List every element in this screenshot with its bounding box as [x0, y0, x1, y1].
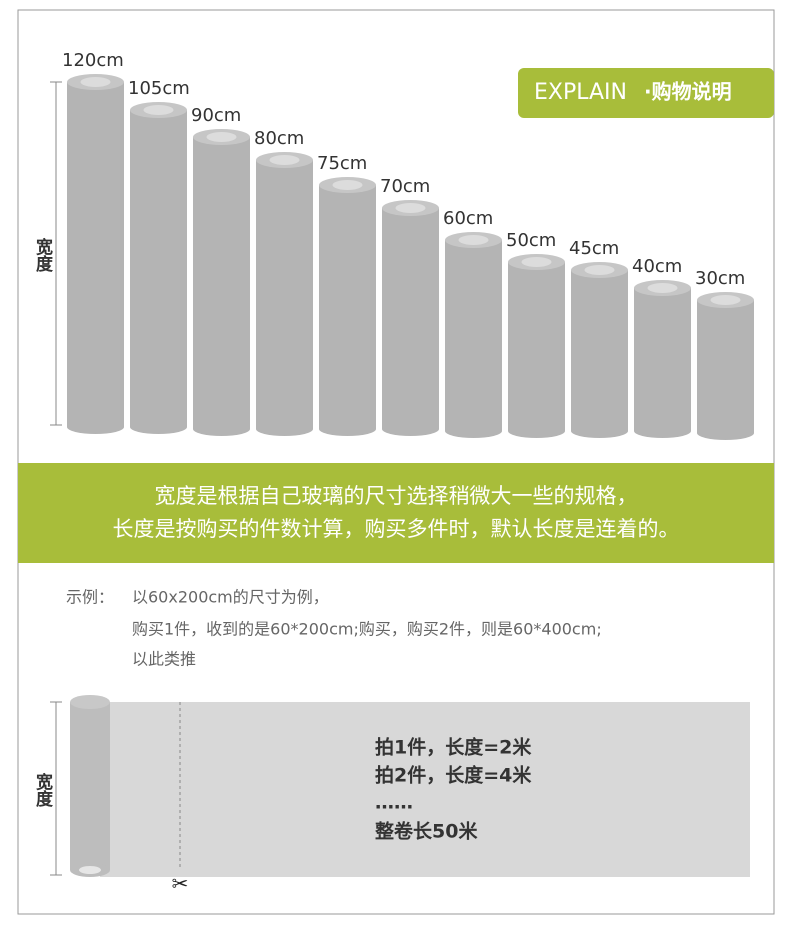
roll-label: 90cm [191, 105, 241, 126]
roll-core [206, 132, 237, 142]
badge [518, 68, 774, 118]
roll-label: 40cm [632, 256, 682, 277]
roll-core [584, 265, 615, 275]
roll-body [256, 160, 313, 429]
roll-core [458, 235, 489, 245]
sheet [100, 702, 750, 877]
roll-bottom [634, 424, 691, 438]
badge-en: EXPLAIN [534, 80, 627, 105]
roll-core [143, 105, 174, 115]
roll-bottom [256, 422, 313, 436]
roll-bottom [508, 424, 565, 438]
roll-core [332, 180, 363, 190]
roll-bottom [445, 424, 502, 438]
roll-bottom [319, 422, 376, 436]
roll-core [269, 155, 300, 165]
roll-body [697, 300, 754, 433]
example-line: 购买1件，收到的是60*200cm;购买，购买2件，则是60*400cm; [132, 620, 602, 639]
roll-bottom [67, 420, 124, 434]
roll-label: 120cm [62, 50, 124, 71]
diagram-line: 整卷长50米 [375, 820, 478, 843]
roll-label: 60cm [443, 208, 493, 229]
roll-core [710, 295, 741, 305]
roll-bottom [697, 426, 754, 440]
roll-label: 45cm [569, 238, 619, 259]
roll-bottom [571, 424, 628, 438]
roll-label: 30cm [695, 268, 745, 289]
roll-body [571, 270, 628, 431]
roll-label: 70cm [380, 176, 430, 197]
roll-bottom [130, 420, 187, 434]
roll-body [70, 702, 110, 870]
roll-core [79, 866, 101, 874]
diagram-line: 拍2件，长度=4米 [375, 764, 532, 787]
badge-cn: ·购物说明 [644, 80, 732, 104]
roll-label: 50cm [506, 230, 556, 251]
axis-label: 宽度 [32, 237, 53, 273]
roll-label: 105cm [128, 78, 190, 99]
roll-body [445, 240, 502, 431]
axis-label-bg [30, 235, 54, 275]
roll-body [319, 185, 376, 429]
axis-label-bg [30, 770, 54, 810]
roll-core [647, 283, 678, 293]
roll-top [70, 695, 110, 709]
roll-body [130, 110, 187, 427]
roll-core [80, 77, 111, 87]
banner-line: 宽度是根据自己玻璃的尺寸选择稍微大一些的规格， [155, 484, 638, 508]
roll-label: 75cm [317, 153, 367, 174]
example-line: 以此类推 [132, 650, 196, 669]
roll-bottom [382, 422, 439, 436]
diagram-line: …… [375, 792, 413, 814]
roll-core [521, 257, 552, 267]
roll-bottom [193, 422, 250, 436]
roll-core [395, 203, 426, 213]
banner-line: 长度是按购买的件数计算，购买多件时，默认长度是连着的。 [113, 517, 680, 541]
roll-body [382, 208, 439, 429]
example-lead: 示例： [66, 588, 114, 607]
roll-body [634, 288, 691, 431]
banner [18, 463, 774, 563]
roll-body [193, 137, 250, 429]
roll-label: 80cm [254, 128, 304, 149]
frame [17, 9, 775, 915]
diagram-line: 拍1件，长度=2米 [375, 736, 532, 759]
example-line: 以60x200cm的尺寸为例， [132, 588, 329, 607]
roll-body [67, 82, 124, 427]
scissors: ✂ [172, 872, 189, 896]
roll-body [508, 262, 565, 431]
axis-label: 宽度 [32, 772, 53, 808]
